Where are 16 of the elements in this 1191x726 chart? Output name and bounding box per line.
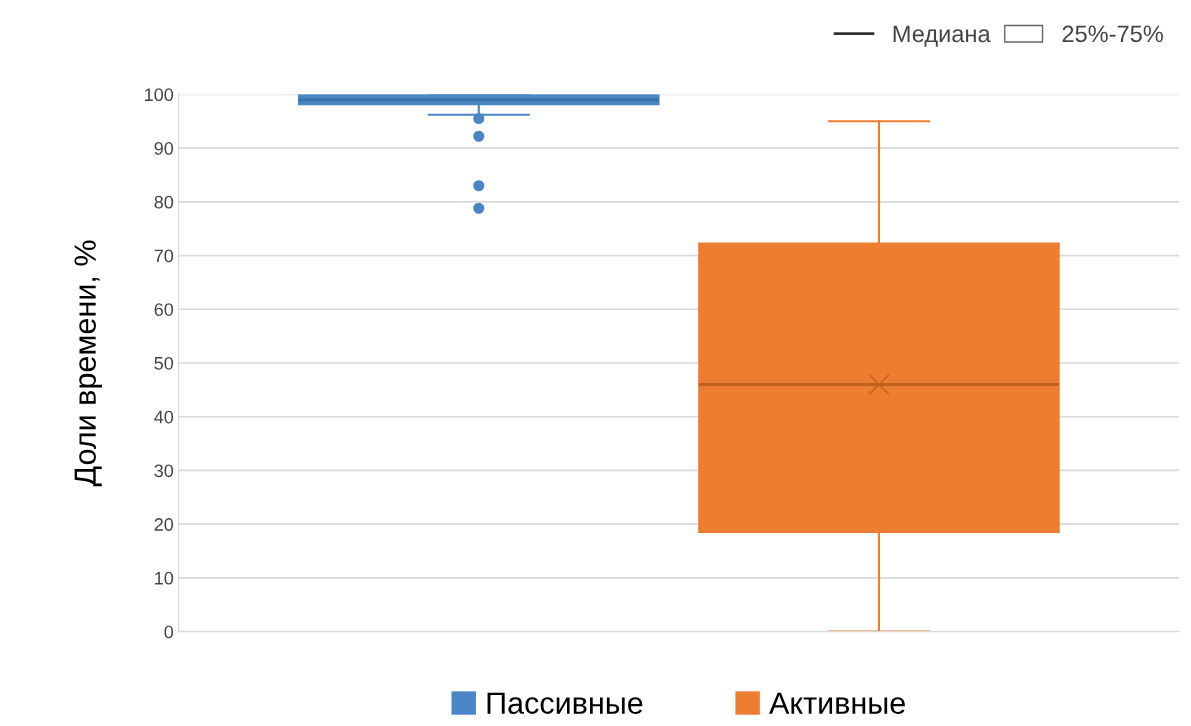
y-tick-label: 70 — [154, 249, 174, 263]
legend-label: Активные — [769, 692, 905, 714]
y-tick-label: 90 — [154, 142, 174, 155]
y-tick-label: 100 — [145, 88, 174, 102]
y-axis-title: Доли времени, % — [74, 240, 102, 487]
y-tick-label: 20 — [154, 518, 174, 531]
y-tick-label: 40 — [154, 410, 174, 424]
y-tick-label: 50 — [154, 356, 174, 370]
y-tick-label: 80 — [154, 195, 174, 209]
y-tick-label: 30 — [154, 464, 174, 478]
y-tick-label: 0 — [164, 625, 174, 639]
y-tick-label: 60 — [154, 303, 174, 316]
text: Медиана — [893, 25, 991, 47]
y-tick-label: 10 — [155, 571, 174, 585]
text: 25%-75% — [1062, 25, 1163, 43]
legend-label: Пассивные — [487, 692, 643, 714]
